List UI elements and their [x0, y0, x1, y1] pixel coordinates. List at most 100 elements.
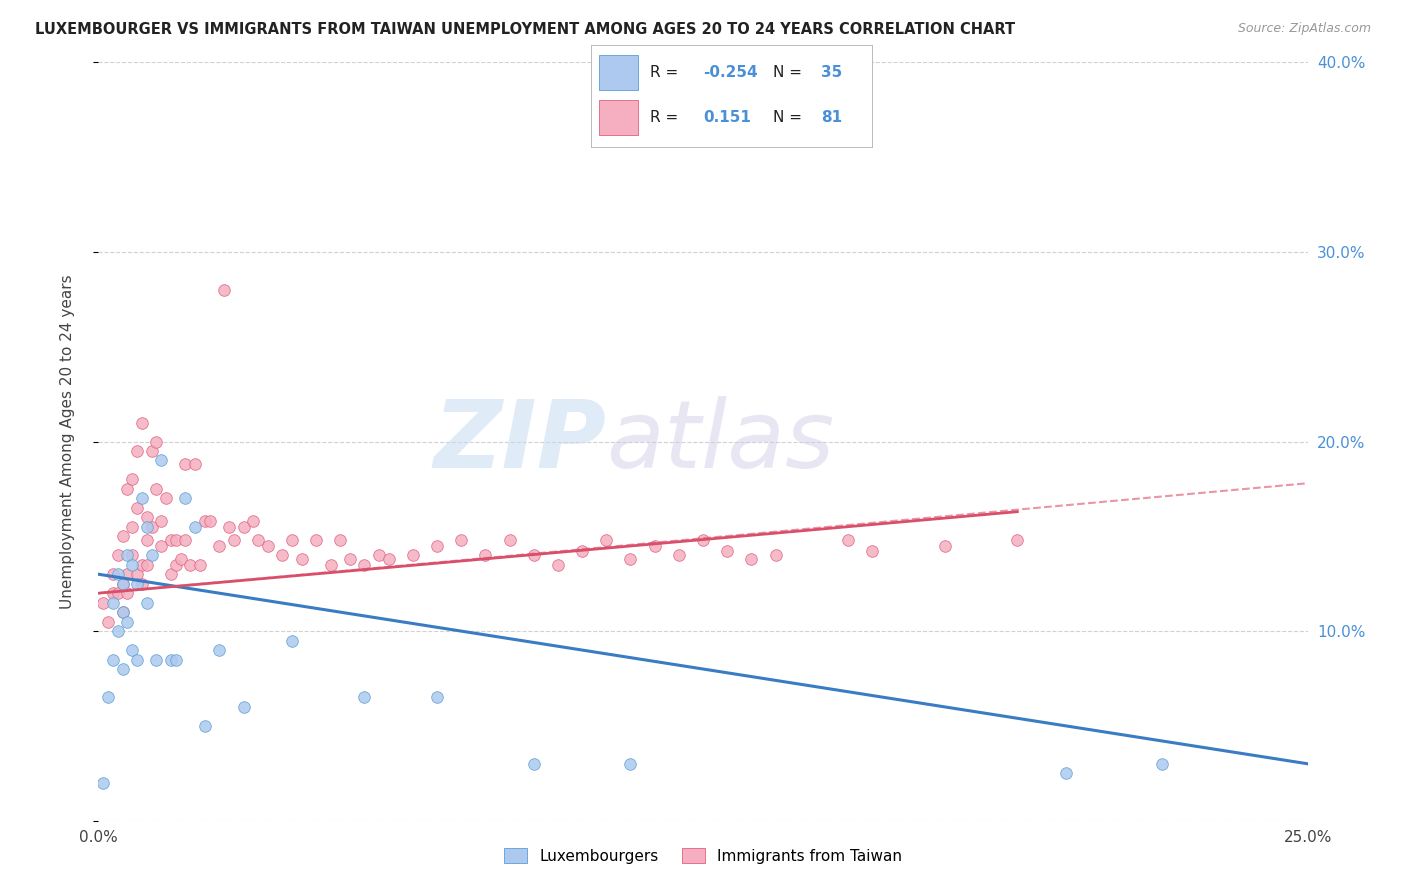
Point	[595, 533, 617, 548]
Point	[165, 652, 187, 666]
Point	[281, 533, 304, 548]
Point	[111, 605, 134, 619]
Point	[740, 552, 762, 566]
Point	[111, 576, 134, 591]
Point	[111, 576, 134, 591]
Point	[934, 539, 956, 553]
Point	[121, 473, 143, 487]
Text: LUXEMBOURGER VS IMMIGRANTS FROM TAIWAN UNEMPLOYMENT AMONG AGES 20 TO 24 YEARS CO: LUXEMBOURGER VS IMMIGRANTS FROM TAIWAN U…	[35, 22, 1015, 37]
Point	[131, 576, 153, 591]
Point	[184, 458, 207, 472]
Text: 35: 35	[821, 65, 842, 79]
Point	[101, 652, 124, 666]
Point	[91, 596, 114, 610]
Point	[305, 533, 328, 548]
Point	[174, 491, 197, 506]
Point	[426, 539, 449, 553]
Point	[450, 533, 472, 548]
Point	[135, 533, 157, 548]
Point	[150, 453, 173, 467]
Point	[353, 690, 375, 705]
Point	[141, 444, 163, 458]
Point	[247, 533, 270, 548]
Point	[242, 514, 264, 528]
Point	[127, 576, 149, 591]
Point	[668, 548, 690, 563]
Point	[117, 586, 139, 600]
Point	[256, 539, 278, 553]
Point	[368, 548, 391, 563]
Text: 0.151: 0.151	[703, 110, 751, 125]
Point	[174, 458, 197, 472]
Point	[121, 558, 143, 572]
Point	[91, 776, 114, 790]
Point	[232, 699, 254, 714]
Y-axis label: Unemployment Among Ages 20 to 24 years: Unemployment Among Ages 20 to 24 years	[60, 274, 75, 609]
Point	[141, 520, 163, 534]
Point	[169, 552, 191, 566]
Point	[127, 444, 149, 458]
Point	[121, 520, 143, 534]
Point	[145, 434, 167, 449]
Point	[716, 544, 738, 558]
Point	[329, 533, 352, 548]
Point	[523, 756, 546, 771]
Point	[194, 719, 217, 733]
Point	[271, 548, 294, 563]
Bar	[599, 100, 638, 135]
Point	[218, 520, 240, 534]
Point	[97, 690, 120, 705]
Point	[619, 756, 641, 771]
Point	[184, 520, 207, 534]
Point	[281, 633, 304, 648]
Point	[135, 596, 157, 610]
Point	[377, 552, 399, 566]
Point	[160, 567, 183, 582]
Point	[121, 548, 143, 563]
Point	[101, 567, 124, 582]
Text: R =: R =	[650, 110, 683, 125]
Point	[155, 491, 177, 506]
Point	[1054, 766, 1077, 780]
Point	[290, 552, 312, 566]
Point	[474, 548, 496, 563]
Point	[121, 643, 143, 657]
Point	[860, 544, 883, 558]
Point	[131, 416, 153, 430]
Point	[174, 533, 197, 548]
Point	[765, 548, 787, 563]
Point	[107, 548, 129, 563]
Point	[198, 514, 221, 528]
Point	[319, 558, 342, 572]
Point	[692, 533, 714, 548]
Point	[188, 558, 211, 572]
Point	[232, 520, 254, 534]
Point	[571, 544, 593, 558]
Bar	[599, 55, 638, 90]
Point	[837, 533, 859, 548]
Point	[131, 491, 153, 506]
Point	[547, 558, 569, 572]
Point	[165, 558, 187, 572]
Point	[135, 558, 157, 572]
Point	[160, 533, 183, 548]
Point	[127, 500, 149, 515]
Point	[208, 539, 231, 553]
Point	[141, 548, 163, 563]
Text: 81: 81	[821, 110, 842, 125]
Point	[644, 539, 666, 553]
Point	[101, 596, 124, 610]
Text: N =: N =	[773, 110, 807, 125]
Text: N =: N =	[773, 65, 807, 79]
Point	[179, 558, 201, 572]
Point	[165, 533, 187, 548]
Point	[97, 615, 120, 629]
Text: atlas: atlas	[606, 396, 835, 487]
Point	[131, 558, 153, 572]
Point	[107, 586, 129, 600]
Point	[402, 548, 425, 563]
Point	[1152, 756, 1174, 771]
Point	[111, 529, 134, 543]
Point	[619, 552, 641, 566]
Point	[135, 520, 157, 534]
